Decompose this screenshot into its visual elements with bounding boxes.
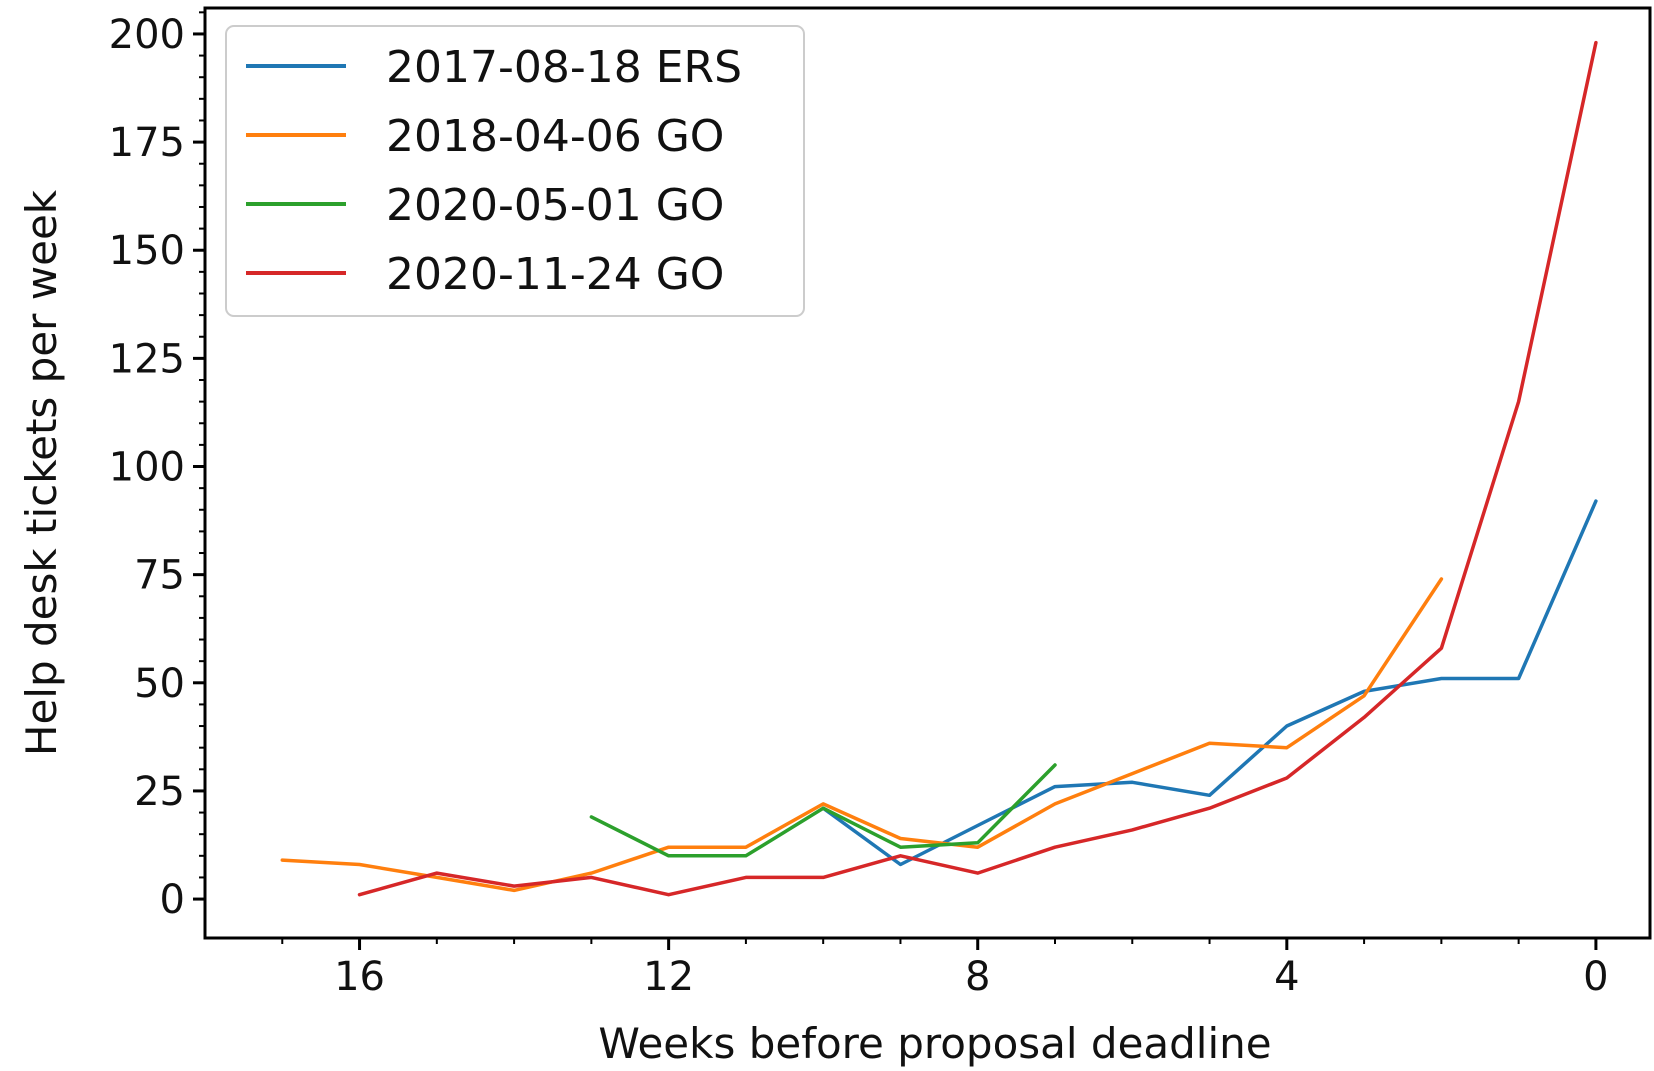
legend-label: 2017-08-18 ERS [386,42,742,93]
y-tick-label: 25 [134,769,185,815]
legend-box [225,25,805,317]
y-tick-label: 125 [109,336,185,382]
axes: 0 25 50 75 100 125 150 175 200 16 12 8 4 0 [109,11,1609,1000]
series-lines [280,40,1598,897]
y-tick-label: 0 [160,877,185,923]
x-tick-label: 12 [643,954,694,1000]
series-line-4 [357,40,1598,897]
y-tick-label: 100 [109,445,185,491]
plot-frame [203,6,1652,940]
x-axis-label: Weeks before proposal deadline [598,1019,1271,1068]
legend-label: 2020-05-01 GO [386,180,724,231]
series-line-2 [280,577,1444,893]
legend-label: 2020-11-24 GO [386,249,724,300]
series-line-1 [821,499,1598,867]
legend-label: 2018-04-06 GO [386,111,724,162]
x-tick-label: 0 [1583,954,1608,1000]
x-tick-label: 4 [1274,954,1299,1000]
y-tick-label: 50 [134,661,185,707]
legend: 2017-08-18 ERS 2018-04-06 GO 2020-05-01 GO… [225,25,805,317]
y-axis-label: Help desk tickets per week [17,189,66,756]
x-tick-label: 8 [965,954,990,1000]
y-tick-label: 75 [134,553,185,599]
y-tick-label: 150 [109,228,185,274]
y-tick-label: 200 [109,12,185,58]
series-line-3 [589,763,1057,858]
y-tick-label: 175 [109,120,185,166]
x-tick-label: 16 [334,954,385,1000]
